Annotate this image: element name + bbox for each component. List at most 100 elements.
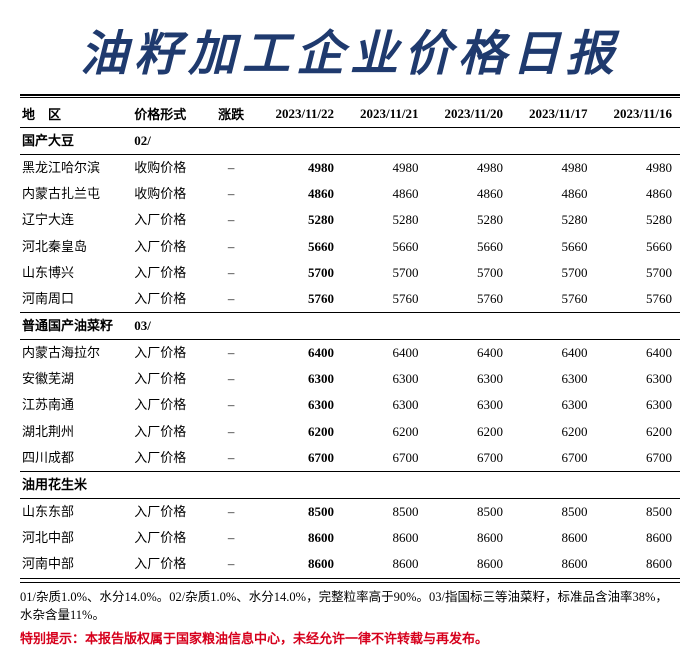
table-row: 辽宁大连入厂价格–52805280528052805280 (20, 207, 680, 233)
cell-d4: 5700 (511, 260, 595, 286)
cell-d4: 4860 (511, 181, 595, 207)
cell-change: – (205, 155, 258, 182)
cell-d2: 5760 (342, 286, 426, 313)
cell-region: 内蒙古扎兰屯 (20, 181, 132, 207)
cell-d4: 4980 (511, 155, 595, 182)
cell-change: – (205, 551, 258, 577)
cell-d3: 5760 (427, 286, 511, 313)
cell-d5: 4980 (595, 155, 680, 182)
cell-change: – (205, 207, 258, 233)
table-row: 安徽芜湖入厂价格–63006300630063006300 (20, 366, 680, 392)
cell-change: – (205, 234, 258, 260)
cell-d5: 5660 (595, 234, 680, 260)
cell-d2: 5700 (342, 260, 426, 286)
cell-d2: 6400 (342, 340, 426, 367)
table-row: 河南周口入厂价格–57605760576057605760 (20, 286, 680, 313)
cell-d5: 6200 (595, 419, 680, 445)
section-code: 02/ (132, 128, 205, 155)
table-body: 国产大豆02/黑龙江哈尔滨收购价格–49804980498049804980内蒙… (20, 128, 680, 579)
cell-d2: 6700 (342, 445, 426, 472)
col-region: 地 区 (20, 98, 132, 128)
cell-region: 山东博兴 (20, 260, 132, 286)
cell-d4: 8600 (511, 551, 595, 577)
cell-form: 入厂价格 (132, 260, 205, 286)
cell-form: 入厂价格 (132, 525, 205, 551)
section-code (132, 471, 205, 498)
cell-d3: 6300 (427, 392, 511, 418)
cell-d1: 5760 (258, 286, 342, 313)
cell-d3: 6400 (427, 340, 511, 367)
cell-d3: 5280 (427, 207, 511, 233)
cell-d3: 4980 (427, 155, 511, 182)
cell-d1: 8500 (258, 498, 342, 525)
cell-d3: 5700 (427, 260, 511, 286)
cell-d5: 8600 (595, 551, 680, 577)
cell-d5: 8500 (595, 498, 680, 525)
section-row: 油用花生米 (20, 471, 680, 498)
cell-change: – (205, 340, 258, 367)
cell-d2: 8600 (342, 525, 426, 551)
cell-d3: 8500 (427, 498, 511, 525)
cell-change: – (205, 525, 258, 551)
cell-d2: 5660 (342, 234, 426, 260)
col-date-1: 2023/11/22 (258, 98, 342, 128)
section-code: 03/ (132, 312, 205, 339)
cell-region: 山东东部 (20, 498, 132, 525)
cell-d4: 5760 (511, 286, 595, 313)
cell-d3: 5660 (427, 234, 511, 260)
section-row: 国产大豆02/ (20, 128, 680, 155)
col-date-3: 2023/11/20 (427, 98, 511, 128)
cell-change: – (205, 260, 258, 286)
cell-d4: 8600 (511, 525, 595, 551)
cell-d4: 8500 (511, 498, 595, 525)
cell-change: – (205, 498, 258, 525)
cell-region: 四川成都 (20, 445, 132, 472)
table-row: 山东东部入厂价格–85008500850085008500 (20, 498, 680, 525)
cell-change: – (205, 445, 258, 472)
cell-d2: 6300 (342, 366, 426, 392)
cell-form: 入厂价格 (132, 419, 205, 445)
table-row: 河南中部入厂价格–86008600860086008600 (20, 551, 680, 577)
table-row: 湖北荆州入厂价格–62006200620062006200 (20, 419, 680, 445)
copyright-warning: 特别提示：本报告版权属于国家粮油信息中心，未经允许一律不许转载与再发布。 (20, 628, 680, 647)
cell-d1: 6300 (258, 392, 342, 418)
cell-d3: 6200 (427, 419, 511, 445)
table-row: 四川成都入厂价格–67006700670067006700 (20, 445, 680, 472)
cell-d3: 4860 (427, 181, 511, 207)
cell-d2: 8500 (342, 498, 426, 525)
cell-form: 入厂价格 (132, 234, 205, 260)
cell-d1: 5700 (258, 260, 342, 286)
price-table: 地 区 价格形式 涨跌 2023/11/22 2023/11/21 2023/1… (20, 98, 680, 579)
cell-region: 辽宁大连 (20, 207, 132, 233)
table-row: 山东博兴入厂价格–57005700570057005700 (20, 260, 680, 286)
cell-d4: 6700 (511, 445, 595, 472)
cell-change: – (205, 181, 258, 207)
cell-region: 江苏南通 (20, 392, 132, 418)
cell-form: 入厂价格 (132, 207, 205, 233)
cell-region: 安徽芜湖 (20, 366, 132, 392)
section-name: 油用花生米 (20, 471, 132, 498)
cell-form: 入厂价格 (132, 551, 205, 577)
table-row: 内蒙古海拉尔入厂价格–64006400640064006400 (20, 340, 680, 367)
cell-d2: 4860 (342, 181, 426, 207)
cell-form: 入厂价格 (132, 286, 205, 313)
cell-d4: 6400 (511, 340, 595, 367)
cell-region: 黑龙江哈尔滨 (20, 155, 132, 182)
cell-d2: 6200 (342, 419, 426, 445)
cell-d4: 6200 (511, 419, 595, 445)
cell-d3: 8600 (427, 525, 511, 551)
cell-d3: 6300 (427, 366, 511, 392)
cell-form: 入厂价格 (132, 366, 205, 392)
cell-d1: 8600 (258, 551, 342, 577)
cell-d5: 8600 (595, 525, 680, 551)
cell-d4: 5280 (511, 207, 595, 233)
cell-change: – (205, 366, 258, 392)
cell-region: 河南中部 (20, 551, 132, 577)
cell-region: 内蒙古海拉尔 (20, 340, 132, 367)
cell-d1: 4860 (258, 181, 342, 207)
cell-region: 河北中部 (20, 525, 132, 551)
footnote-text: 01/杂质1.0%、水分14.0%。02/杂质1.0%、水分14.0%，完整粒率… (20, 582, 680, 624)
cell-d5: 4860 (595, 181, 680, 207)
table-row: 河北秦皇岛入厂价格–56605660566056605660 (20, 234, 680, 260)
cell-d1: 6300 (258, 366, 342, 392)
